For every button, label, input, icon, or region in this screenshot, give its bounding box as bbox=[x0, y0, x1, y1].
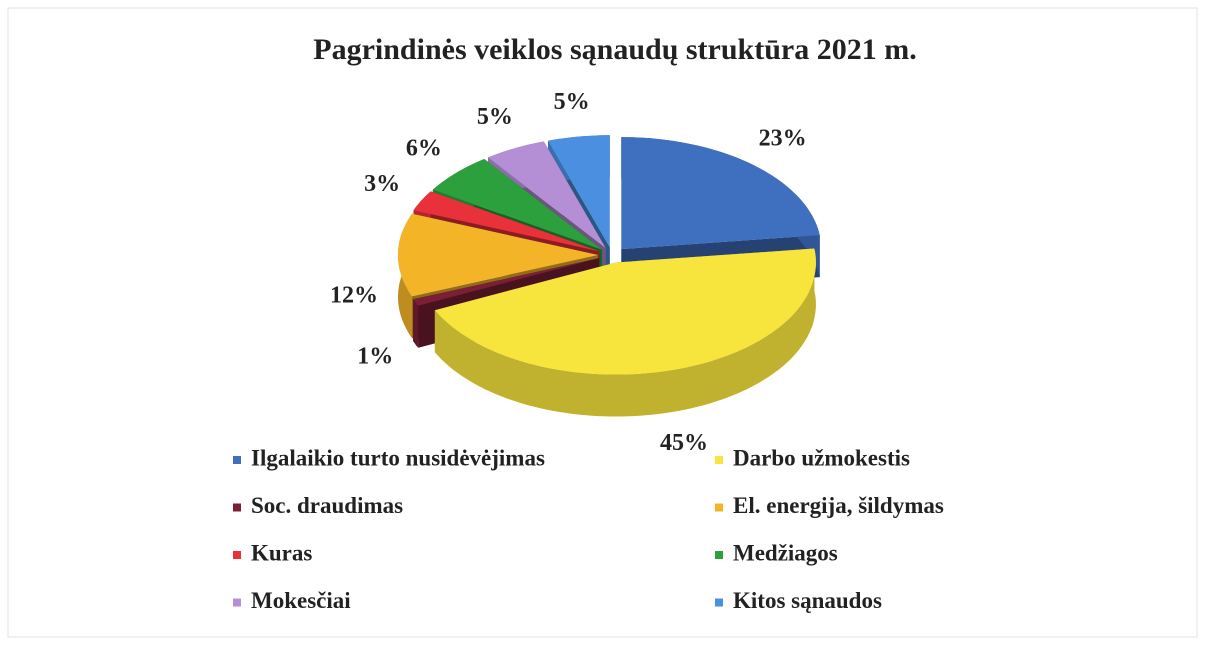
slice bbox=[432, 159, 602, 250]
data-label: 5% bbox=[477, 104, 513, 130]
legend-label: Mokesčiai bbox=[251, 588, 351, 613]
data-label: 12% bbox=[330, 283, 378, 309]
slice bbox=[548, 135, 610, 248]
legend-swatch bbox=[233, 598, 241, 607]
slice-side bbox=[434, 248, 816, 417]
legend-label: Soc. draudimas bbox=[251, 493, 403, 518]
legend-label: Darbo užmokestis bbox=[733, 445, 910, 470]
legend-swatch bbox=[715, 598, 723, 607]
slice-shade bbox=[413, 299, 419, 348]
slice bbox=[621, 137, 820, 250]
legend-label: Ilgalaikio turto nusidėvėjimas bbox=[251, 445, 545, 470]
slice bbox=[434, 248, 816, 375]
legend-swatch bbox=[715, 551, 723, 559]
data-label: 3% bbox=[364, 171, 400, 197]
slice bbox=[398, 213, 598, 297]
slice bbox=[413, 258, 600, 306]
data-label: 45% bbox=[660, 430, 708, 456]
legend-swatch bbox=[715, 456, 723, 464]
legend-label: El. energija, šildymas bbox=[733, 493, 944, 518]
data-label: 6% bbox=[406, 135, 442, 161]
data-label: 23% bbox=[759, 125, 807, 151]
legend-swatch bbox=[715, 503, 723, 512]
data-label: 5% bbox=[554, 89, 590, 115]
slice bbox=[488, 141, 606, 248]
legend-label: Kuras bbox=[251, 540, 312, 565]
slice bbox=[413, 191, 600, 252]
data-label: 1% bbox=[357, 343, 393, 369]
legend-label: Medžiagos bbox=[733, 540, 838, 565]
legend-label: Kitos sąnaudos bbox=[733, 588, 882, 613]
legend-swatch bbox=[233, 503, 241, 512]
legend-swatch bbox=[233, 456, 241, 464]
slice-side bbox=[413, 299, 419, 348]
slice-shade bbox=[434, 248, 816, 417]
chart-title: Pagrindinės veiklos sąnaudų struktūra 20… bbox=[313, 33, 916, 66]
legend-swatch bbox=[233, 551, 241, 559]
